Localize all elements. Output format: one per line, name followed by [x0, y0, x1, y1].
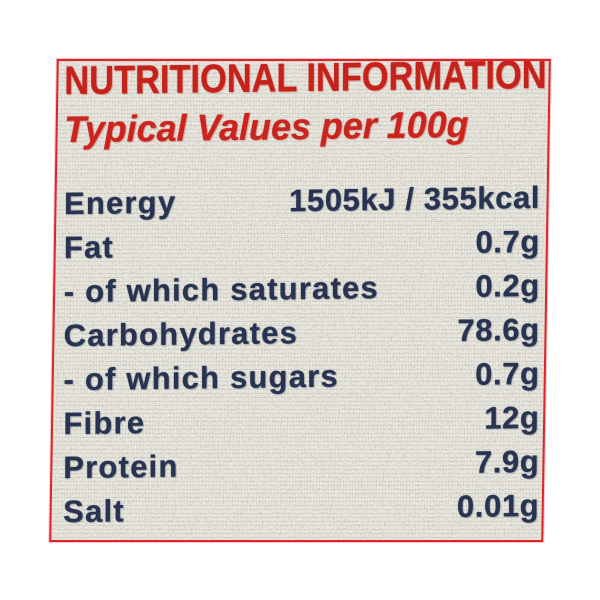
nutrient-value: 78.6g — [457, 311, 540, 348]
nutrition-label: NUTRITIONAL INFORMATION Typical Values p… — [49, 59, 551, 542]
label-content: NUTRITIONAL INFORMATION Typical Values p… — [54, 59, 547, 540]
nutrient-name: Fibre — [63, 404, 146, 441]
nutrient-value: 1505kJ / 355kcal — [289, 179, 541, 218]
nutrient-row-protein: Protein 7.9g — [63, 439, 539, 489]
nutrient-row-fibre: Fibre 12g — [63, 395, 539, 445]
nutrient-row-carbohydrates: Carbohydrates 78.6g — [64, 307, 540, 357]
label-title: NUTRITIONAL INFORMATION — [64, 59, 547, 104]
nutrient-row-salt: Salt 0.01g — [63, 483, 539, 533]
nutrient-value: 0.01g — [456, 487, 540, 524]
nutrient-name: Fat — [63, 228, 115, 265]
nutrient-name: - of which saturates — [63, 269, 379, 309]
nutrient-name: Carbohydrates — [63, 314, 299, 353]
nutrient-value: 0.2g — [475, 267, 540, 304]
nutrient-row-energy: Energy 1505kJ / 355kcal — [64, 175, 540, 225]
nutrient-value: 0.7g — [475, 355, 540, 392]
nutrient-name: - of which sugars — [63, 358, 339, 397]
nutrient-value: 7.9g — [474, 443, 540, 480]
nutrient-value: 0.7g — [475, 223, 540, 260]
nutrient-row-sugars: - of which sugars 0.7g — [63, 351, 539, 401]
nutrient-row-fat: Fat 0.7g — [64, 219, 540, 269]
nutrient-value: 12g — [484, 399, 540, 436]
nutrient-name: Protein — [63, 448, 179, 485]
label-subtitle: Typical Values per 100g — [64, 103, 469, 151]
nutrient-name: Energy — [63, 184, 177, 221]
nutrient-row-saturates: - of which saturates 0.2g — [64, 263, 540, 313]
nutrient-table: Energy 1505kJ / 355kcal Fat 0.7g - of wh… — [63, 175, 540, 533]
nutrient-name: Salt — [63, 492, 125, 529]
